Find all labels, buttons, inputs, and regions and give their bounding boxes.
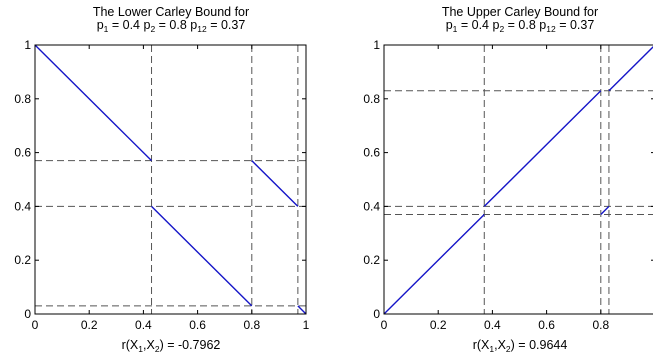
chart-title-line1: The Lower Carley Bound for <box>93 5 249 19</box>
y-tick-label: 0.8 <box>363 92 380 106</box>
y-tick-label: 0.4 <box>363 199 380 213</box>
guide-lines <box>35 45 306 314</box>
x-tick-label: 0.4 <box>484 318 501 332</box>
x-tick-label: 0 <box>32 318 39 332</box>
x-tick-label: 0.2 <box>81 318 98 332</box>
x-tick-label: 0.8 <box>592 318 609 332</box>
x-tick-label: 0.6 <box>538 318 555 332</box>
chart-title-line1: The Upper Carley Bound for <box>442 5 598 19</box>
series-line <box>251 160 299 207</box>
series-line <box>608 45 653 92</box>
y-tick-label: 0.2 <box>14 253 31 267</box>
y-tick-label: 0.8 <box>14 92 31 106</box>
x-tick-label: 0.4 <box>135 318 152 332</box>
x-tick-label: 0.2 <box>430 318 447 332</box>
x-tick-label: 0.8 <box>243 318 260 332</box>
chart-lower-bound: The Lower Carley Bound for p1 = 0.4 p2 =… <box>14 5 309 354</box>
x-tick-label: 0.6 <box>189 318 206 332</box>
data-lines <box>383 45 653 315</box>
axis-ticks: 0 0.2 0.4 0.6 0.8 0 0.2 0.4 0.6 0.8 1 <box>363 38 653 332</box>
series-line <box>600 205 610 215</box>
y-tick-label: 1 <box>373 38 380 52</box>
x-axis-label: r(X1,X2) = -0.7962 <box>122 338 221 354</box>
y-tick-label: 0.2 <box>363 253 380 267</box>
series-line <box>151 205 253 307</box>
y-tick-label: 0 <box>373 307 380 321</box>
data-lines <box>34 44 307 315</box>
series-line <box>483 90 602 207</box>
y-tick-label: 1 <box>24 38 31 52</box>
series-line <box>383 213 485 315</box>
chart-title-line2: p1 = 0.4 p2 = 0.8 p12 = 0.37 <box>446 18 595 34</box>
y-tick-label: 0.4 <box>14 199 31 213</box>
x-tick-label: 0 <box>381 318 388 332</box>
chart-upper-bound: The Upper Carley Bound for p1 = 0.4 p2 =… <box>363 5 653 354</box>
x-axis-label: r(X1,X2) = 0.9644 <box>473 338 568 354</box>
series-line <box>297 305 307 315</box>
y-tick-label: 0.6 <box>14 146 31 160</box>
y-tick-label: 0 <box>24 307 31 321</box>
axis-ticks: 0 0.2 0.4 0.6 0.8 1 0 0.2 0.4 0.6 0.8 1 <box>14 38 309 332</box>
y-tick-label: 0.6 <box>363 146 380 160</box>
series-line <box>34 44 153 162</box>
plot-frame <box>34 44 307 315</box>
plot-frame <box>383 44 653 315</box>
chart-title-line2: p1 = 0.4 p2 = 0.8 p12 = 0.37 <box>97 18 246 34</box>
x-tick-label: 1 <box>303 318 310 332</box>
